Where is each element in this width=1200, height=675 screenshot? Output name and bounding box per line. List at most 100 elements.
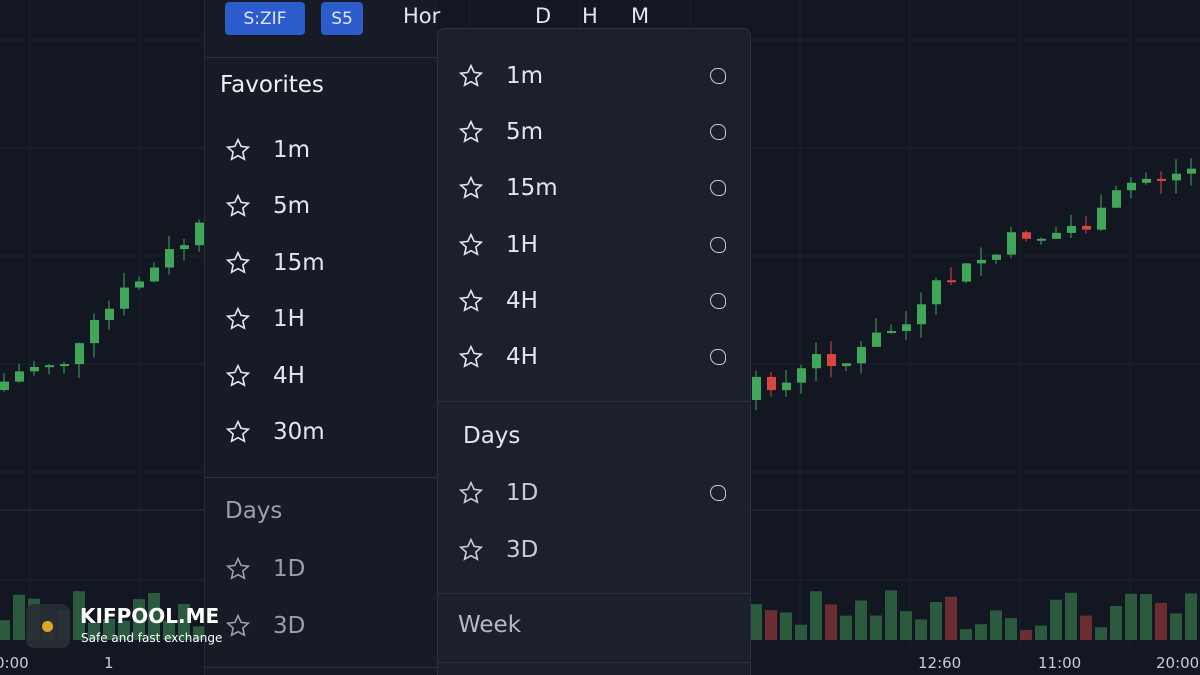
section-title: Favorites [220, 72, 324, 98]
candle-body [1172, 173, 1181, 181]
star-icon[interactable] [225, 306, 251, 332]
volume-bar [1110, 605, 1122, 640]
pin-icon[interactable] [710, 349, 726, 365]
toolbar-item[interactable]: M [631, 4, 650, 28]
star-icon[interactable] [458, 480, 484, 506]
timeframe-option[interactable]: 1D [225, 556, 305, 582]
volume-bar [1050, 599, 1062, 640]
divider [438, 662, 750, 663]
candle-body [887, 331, 896, 334]
divider [205, 667, 438, 668]
logo-dot [42, 621, 53, 632]
star-icon[interactable] [458, 344, 484, 370]
option-label: 1D [273, 556, 306, 582]
candle-body [1112, 190, 1121, 208]
star-icon[interactable] [458, 63, 484, 89]
candle-body [902, 324, 911, 332]
volume-bar [780, 612, 792, 640]
pin-icon[interactable] [710, 124, 726, 141]
section-title: Days [463, 423, 521, 449]
option-label: 1H [273, 306, 305, 333]
timeframe-option[interactable]: 3D [225, 613, 305, 639]
toolbar-item[interactable]: H [582, 4, 598, 28]
option-label: 1H [506, 231, 538, 258]
candle-body [1022, 232, 1031, 239]
candle-body [992, 254, 1001, 260]
divider [438, 401, 750, 402]
candle-body [60, 364, 69, 367]
watermark-logo [26, 604, 70, 648]
timeframe-option[interactable]: 1H [225, 306, 305, 332]
star-icon[interactable] [225, 250, 251, 276]
candle-body [30, 366, 39, 372]
timeframe-option[interactable]: 1m [225, 137, 310, 163]
candle-body [180, 245, 189, 250]
star-icon[interactable] [225, 363, 251, 389]
volume-bar [990, 610, 1002, 640]
star-icon[interactable] [458, 175, 484, 201]
candle-body [15, 371, 24, 382]
pin-icon[interactable] [710, 292, 726, 309]
timeframe-dropdown: Days Week 1m 5m 15m 1H 4H 4H 1D 3D [437, 28, 751, 675]
candle-body [917, 304, 926, 325]
candle-body [1007, 232, 1016, 255]
star-icon[interactable] [458, 537, 484, 563]
section-title: Days [225, 498, 283, 524]
volume-bar [1155, 602, 1167, 640]
volume-bar [1035, 625, 1047, 640]
candle-body [135, 281, 144, 288]
star-icon[interactable] [225, 419, 251, 445]
timeframe-option[interactable]: 4H [458, 344, 538, 370]
toolbar-button[interactable]: S:ZIF [225, 2, 305, 35]
timeframe-option[interactable]: 1D [458, 480, 538, 506]
candle-body [872, 332, 881, 347]
toolbar-button[interactable]: S5 [321, 2, 363, 35]
star-icon[interactable] [225, 613, 251, 639]
star-icon[interactable] [458, 232, 484, 258]
timeframe-option[interactable]: 15m [458, 175, 558, 201]
timeframe-option[interactable]: 5m [458, 119, 543, 145]
toolbar-item[interactable]: D [535, 4, 552, 28]
timeframe-option[interactable]: 1m [458, 63, 543, 89]
toolbar-item[interactable]: Hor [403, 4, 441, 28]
star-icon[interactable] [458, 288, 484, 314]
volume-bar [750, 604, 762, 640]
option-label: 1m [273, 137, 311, 163]
volume-bar [870, 615, 882, 640]
volume-bar [118, 620, 130, 640]
pin-icon[interactable] [710, 485, 726, 501]
candle-body [120, 287, 129, 309]
candle-body [782, 382, 791, 391]
star-icon[interactable] [225, 137, 251, 163]
time-label: 1 [104, 654, 114, 672]
candle-body [1187, 168, 1196, 174]
candle-body [1097, 207, 1106, 230]
option-label: 5m [273, 193, 311, 220]
candle-body [165, 249, 174, 268]
timeframe-option[interactable]: 3D [458, 537, 538, 563]
timeframe-option[interactable]: 4H [225, 363, 305, 389]
option-label: 15m [273, 249, 325, 276]
volume-bar [840, 615, 852, 640]
timeframe-option[interactable]: 30m [225, 419, 325, 445]
candle-body [827, 354, 836, 367]
volume-bar [1140, 594, 1152, 640]
timeframe-option[interactable]: 5m [225, 193, 310, 219]
pin-icon[interactable] [710, 68, 726, 84]
candle-body [932, 280, 941, 305]
star-icon[interactable] [225, 193, 251, 219]
timeframe-option[interactable]: 15m [225, 250, 325, 276]
pin-icon[interactable] [710, 180, 726, 197]
timeframe-option[interactable]: 4H [458, 288, 538, 314]
candle-body [0, 381, 9, 390]
star-icon[interactable] [458, 119, 484, 145]
volume-bar [133, 599, 145, 640]
volume-bar [1020, 629, 1032, 640]
volume-bar [855, 600, 867, 640]
candle-body [45, 365, 54, 368]
star-icon[interactable] [225, 556, 251, 582]
pin-icon[interactable] [710, 236, 726, 253]
timeframe-option[interactable]: 1H [458, 232, 538, 258]
volume-bar [1080, 615, 1092, 640]
